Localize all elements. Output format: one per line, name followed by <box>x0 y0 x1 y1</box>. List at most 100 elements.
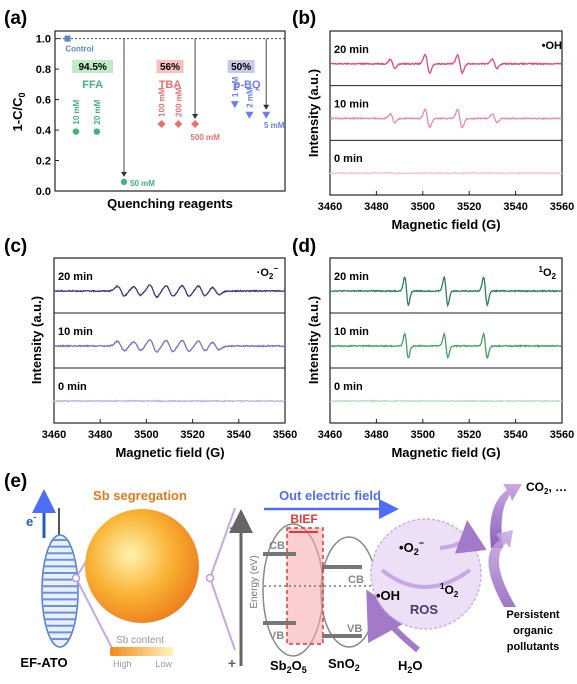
pollutants-line-1: Persistent <box>506 609 560 621</box>
epr-trace <box>329 53 563 75</box>
y-axis-label-a: 1-C/C0 <box>10 93 27 132</box>
panel-label-e: (e) <box>4 471 27 492</box>
suppression-value: 56% <box>160 62 180 73</box>
x-axis-label-d: Magnetic field (G) <box>391 445 500 460</box>
ros-arc-arrow <box>439 520 487 554</box>
sb2o5-label: Sb2O5 <box>270 658 307 675</box>
zoom-line <box>209 577 236 651</box>
schematic-panel: e- EF-ATO Sb segregation Sb content High… <box>20 480 567 675</box>
trace-label: 10 min <box>334 99 369 111</box>
out-field-label: Out electric field <box>279 488 381 503</box>
data-label: 10 mM <box>72 99 81 124</box>
electrode-illustration: e- EF-ATO <box>20 489 79 670</box>
epr-trace <box>329 108 563 129</box>
plot-frame-c <box>53 257 286 424</box>
plot-frame-d <box>329 257 563 424</box>
suppression-arrowhead <box>121 171 127 177</box>
ef-ato-label: EF-ATO <box>20 655 67 670</box>
epr-trace <box>53 284 286 299</box>
zoom-dot <box>71 573 81 583</box>
x-tick-label: 3520 <box>457 429 481 441</box>
y-tick-label-a: 0.4 <box>36 125 52 137</box>
electrode-body <box>41 534 79 648</box>
h2o-arrow <box>366 589 420 653</box>
y-tick-label-a: 0.6 <box>36 95 51 107</box>
electron-label: e- <box>26 512 36 529</box>
data-label: 100 mM <box>158 87 167 117</box>
co2-arrow <box>490 484 522 548</box>
ros-label: ROS <box>410 602 439 617</box>
ros-arc <box>380 568 472 589</box>
epr-trace <box>329 399 563 403</box>
hydroxyl-label: •OH <box>376 588 400 603</box>
species-label-oh: •OH <box>542 40 562 52</box>
x-tick-label: 3540 <box>503 201 527 213</box>
x-tick-label: 3480 <box>88 429 112 441</box>
suppression-badge <box>227 60 255 73</box>
epr-trace <box>329 275 563 308</box>
x-tick-label: 3540 <box>503 429 527 441</box>
panel-label-d: (d) <box>292 236 316 257</box>
y-tick-label-a: 0.0 <box>36 186 51 198</box>
pollutants-line-2: organic <box>513 625 553 637</box>
data-label: 1 mM <box>231 76 240 97</box>
sb-segregation-sphere <box>85 509 199 623</box>
x-tick-label: 3480 <box>364 201 388 213</box>
data-label: 50 mM <box>130 179 155 188</box>
species-label-singlet-oxygen: 1O2 <box>539 265 557 281</box>
x-tick-label: 3520 <box>180 429 204 441</box>
series-name: TBA <box>159 79 182 91</box>
data-point <box>72 128 80 135</box>
low-label: Low <box>155 659 172 669</box>
x-tick-label: 3460 <box>318 429 342 441</box>
vb-label-sb2o5: VB <box>269 630 284 642</box>
panel-label-c: (c) <box>4 236 27 257</box>
high-label: High <box>113 659 132 669</box>
pollutants-line-3: pollutants <box>507 641 560 653</box>
vb-label-sno2: VB <box>347 623 362 635</box>
x-tick-label: 3520 <box>457 201 481 213</box>
sno2-label: SnO2 <box>328 656 360 673</box>
y-axis-label-c: Intensity (a.u.) <box>29 296 44 384</box>
bief-label: BIEF <box>290 512 317 526</box>
x-tick-label: 3500 <box>411 429 435 441</box>
sb-content-bar <box>110 647 174 656</box>
species-label-superoxide: ·O2− <box>257 264 279 281</box>
trace-label: 0 min <box>58 381 87 393</box>
x-axis-label-b: Magnetic field (G) <box>391 217 500 232</box>
epr-chart-oh: 3460 3480 3500 3520 3540 3560 20 min 10 min 0 mi… <box>306 30 574 232</box>
x-tick-label: 3560 <box>550 429 574 441</box>
data-label: 500 mM <box>190 133 220 142</box>
control-label: Control <box>65 45 93 54</box>
trace-label: 20 min <box>58 271 93 283</box>
trace-label: 10 min <box>58 326 93 338</box>
zoom-dot <box>205 573 215 583</box>
series-name: p-BQ <box>234 79 261 91</box>
zoom-line <box>75 577 113 649</box>
epr-chart-superoxide: 3460 3480 3500 3520 3540 3560 20 min 10 min 0 mi… <box>29 257 297 460</box>
trace-label: 0 min <box>334 381 363 393</box>
data-point <box>245 111 254 119</box>
panel-label-a: (a) <box>4 8 27 29</box>
pollutant-arrow <box>488 530 516 607</box>
x-axis-label-c: Magnetic field (G) <box>115 445 224 460</box>
x-tick-label: 3540 <box>227 429 251 441</box>
suppression-value: 50% <box>231 62 251 73</box>
trace-label: 0 min <box>334 153 363 165</box>
data-label: 200 mM <box>174 87 183 117</box>
series-name: FFA <box>82 79 103 91</box>
cb-label-sb2o5: CB <box>269 540 285 552</box>
singlet-oxygen-label: 1O2 <box>440 582 459 599</box>
x-tick-label: 3480 <box>364 429 388 441</box>
superoxide-label: •O2− <box>399 538 424 557</box>
data-point <box>230 101 239 109</box>
minus-sign: - <box>230 519 235 535</box>
suppression-badge <box>156 60 184 73</box>
plus-sign: + <box>228 655 236 671</box>
plot-frame-a <box>54 30 286 192</box>
data-point <box>120 178 128 186</box>
epr-trace <box>53 339 286 353</box>
data-point <box>174 119 183 128</box>
data-label: 5 mM <box>264 121 285 130</box>
